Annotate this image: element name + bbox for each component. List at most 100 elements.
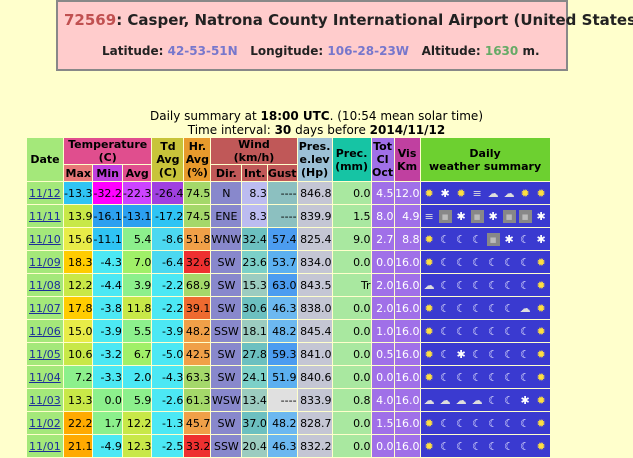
summary-line-2: Time interval: 30 days before 2014/11/12 bbox=[0, 123, 633, 137]
cloud-cell: 0.5 bbox=[371, 343, 394, 365]
col-avg-header: Avg bbox=[122, 165, 152, 181]
td-cell: -2.6 bbox=[152, 389, 184, 411]
hr-cell: 63.3 bbox=[184, 366, 211, 388]
weather-icons: ✹ ☾ ☾ ☾ ☾ ☾ ☾ ✹ bbox=[423, 366, 548, 388]
date-cell[interactable]: 11/03 bbox=[27, 389, 63, 411]
col-gust-header: Gust bbox=[267, 165, 297, 181]
col-prec-header: Prec. (mm) bbox=[332, 138, 371, 181]
date-link[interactable]: 11/01 bbox=[29, 439, 61, 453]
weather-icons: ✹ ☾ ✱ ☾ ☾ ☾ ☾ ✹ bbox=[423, 343, 548, 365]
table-row: 11/12 -13.3 -32.2 -22.3 -26.4 74.5 N 8.3 ---- 846… bbox=[27, 182, 550, 204]
date-cell[interactable]: 11/02 bbox=[27, 412, 63, 434]
date-cell[interactable]: 11/12 bbox=[27, 182, 63, 204]
daily-weather-cell: ≡ ▪ ✱ ▪ ✱ ▪ ▪ ✱ bbox=[420, 205, 550, 227]
col-vis-header: Vis Km bbox=[394, 138, 420, 181]
gust-cell: 59.3 bbox=[267, 343, 297, 365]
dir-cell: SW bbox=[211, 343, 242, 365]
moon-icon: ☾ bbox=[520, 416, 530, 430]
min-cell: -11.1 bbox=[93, 228, 122, 250]
date-link[interactable]: 11/02 bbox=[29, 416, 61, 430]
date-link[interactable]: 11/08 bbox=[29, 278, 61, 292]
date-link[interactable]: 11/12 bbox=[29, 186, 61, 200]
weather-icons: ✹ ✱ ✹ ≡ ☁ ☁ ✹ ✹ bbox=[423, 182, 548, 204]
avg-cell: 5.5 bbox=[122, 320, 152, 342]
prec-cell: 0.0 bbox=[332, 251, 371, 273]
sun-icon: ✹ bbox=[424, 347, 434, 361]
date-link[interactable]: 11/11 bbox=[29, 209, 61, 223]
date-cell[interactable]: 11/08 bbox=[27, 274, 63, 296]
vis-label: Vis bbox=[397, 146, 417, 160]
col-td-header: Td Avg (C) bbox=[152, 138, 184, 181]
moon-icon: ☾ bbox=[456, 232, 466, 246]
gust-cell: ---- bbox=[267, 182, 297, 204]
min-cell: -32.2 bbox=[93, 182, 122, 204]
min-cell: -16.1 bbox=[93, 205, 122, 227]
date-cell[interactable]: 11/11 bbox=[27, 205, 63, 227]
int-cell: 37.0 bbox=[242, 412, 267, 434]
date-cell[interactable]: 11/01 bbox=[27, 435, 63, 457]
date-link[interactable]: 11/09 bbox=[29, 255, 61, 269]
col-date-header: Date bbox=[27, 138, 63, 181]
int-cell: 15.3 bbox=[242, 274, 267, 296]
max-cell: 10.6 bbox=[64, 343, 93, 365]
date-cell[interactable]: 11/09 bbox=[27, 251, 63, 273]
max-cell: 13.9 bbox=[64, 205, 93, 227]
sun-icon: ✹ bbox=[536, 186, 546, 200]
table-row: 11/10 15.6 -11.1 5.4 -8.6 51.8 WNW 32.4 57.4 825.… bbox=[27, 228, 550, 250]
min-cell: -3.2 bbox=[93, 343, 122, 365]
max-cell: 12.2 bbox=[64, 274, 93, 296]
fog-icon: ≡ bbox=[472, 186, 482, 200]
avg-cell: 12.3 bbox=[122, 435, 152, 457]
dir-cell: SW bbox=[211, 366, 242, 388]
min-cell: -4.3 bbox=[93, 251, 122, 273]
hr-cell: 32.6 bbox=[184, 251, 211, 273]
sun-icon: ✹ bbox=[424, 416, 434, 430]
int-cell: 23.6 bbox=[242, 251, 267, 273]
td-cell: -4.3 bbox=[152, 366, 184, 388]
date-cell[interactable]: 11/05 bbox=[27, 343, 63, 365]
date-cell[interactable]: 11/06 bbox=[27, 320, 63, 342]
avg-cell: 3.9 bbox=[122, 274, 152, 296]
date-cell[interactable]: 11/04 bbox=[27, 366, 63, 388]
moon-icon: ☾ bbox=[520, 439, 530, 453]
dir-cell: N bbox=[211, 182, 242, 204]
date-link[interactable]: 11/05 bbox=[29, 347, 61, 361]
date-link[interactable]: 11/04 bbox=[29, 370, 61, 384]
hr-cell: 74.5 bbox=[184, 182, 211, 204]
col-min-header: Min bbox=[93, 165, 122, 181]
table-row: 11/05 10.6 -3.2 6.7 -5.0 42.5 SW 27.8 59.3 841.0 0… bbox=[27, 343, 550, 365]
moon-icon: ☾ bbox=[488, 255, 498, 269]
sun-icon: ✹ bbox=[536, 255, 546, 269]
date-cell[interactable]: 11/10 bbox=[27, 228, 63, 250]
cloud-cell: 2.0 bbox=[371, 297, 394, 319]
table-row: 11/01 21.1 -4.9 12.3 -2.5 33.2 SSW 20.4 46.3 832.… bbox=[27, 435, 550, 457]
weather-icons: ≡ ▪ ✱ ▪ ✱ ▪ ▪ ✱ bbox=[423, 205, 548, 227]
cloud-icon: ☁ bbox=[439, 393, 451, 407]
avg-cell: -22.3 bbox=[122, 182, 152, 204]
date-cell[interactable]: 11/07 bbox=[27, 297, 63, 319]
min-cell: -3.9 bbox=[93, 320, 122, 342]
int-cell: 8.3 bbox=[242, 205, 267, 227]
date-link[interactable]: 11/10 bbox=[29, 232, 61, 246]
date-link[interactable]: 11/03 bbox=[29, 393, 61, 407]
altitude-label: Altitude: bbox=[421, 44, 481, 58]
int-cell: 24.1 bbox=[242, 366, 267, 388]
vis-cell: 16.0 bbox=[394, 343, 420, 365]
max-cell: 7.2 bbox=[64, 366, 93, 388]
fog-icon: ≡ bbox=[424, 209, 434, 223]
weather-icons: ✹ ☾ ☾ ☾ ☾ ☾ ☾ ✹ bbox=[423, 320, 548, 342]
td-cell: -5.0 bbox=[152, 343, 184, 365]
cloud-cell: 4.0 bbox=[371, 389, 394, 411]
sun-icon: ✹ bbox=[424, 186, 434, 200]
vis-cell: 16.0 bbox=[394, 251, 420, 273]
avg-cell: 11.8 bbox=[122, 297, 152, 319]
dir-cell: WSW bbox=[211, 389, 242, 411]
date-link[interactable]: 11/06 bbox=[29, 324, 61, 338]
prec-cell: 0.8 bbox=[332, 389, 371, 411]
summary-time: 18:00 UTC bbox=[260, 109, 330, 123]
date-link[interactable]: 11/07 bbox=[29, 301, 61, 315]
hr-cell: 61.3 bbox=[184, 389, 211, 411]
weather-icons: ☁ ☁ ☁ ☁ ☾ ☾ ✱ ✹ bbox=[423, 389, 548, 411]
hr-cell: 68.9 bbox=[184, 274, 211, 296]
daily-summary-label: weather summary bbox=[428, 159, 542, 173]
